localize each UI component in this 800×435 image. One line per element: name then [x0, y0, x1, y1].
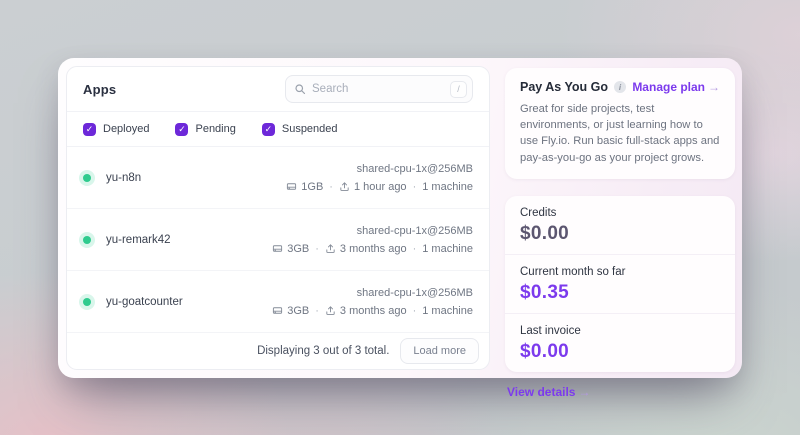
- app-volume: 3GB: [287, 304, 310, 317]
- app-row[interactable]: yu-goatcounter shared-cpu-1x@256MB 3GB ·…: [67, 271, 489, 333]
- app-volume: 3GB: [287, 242, 310, 255]
- plan-card: Pay As You Go i Manage plan → Great for …: [505, 68, 735, 179]
- manage-plan-label: Manage plan: [632, 80, 705, 94]
- separator-dot: ·: [412, 304, 417, 317]
- deploy-upload-icon: [340, 182, 349, 191]
- search-input[interactable]: [312, 83, 444, 95]
- app-name: yu-goatcounter: [106, 295, 183, 308]
- apps-panel-title: Apps: [83, 81, 117, 97]
- volume-icon: [273, 245, 283, 252]
- search-shortcut-hint: /: [450, 80, 467, 98]
- billing-column: Pay As You Go i Manage plan → Great for …: [505, 68, 735, 401]
- billing-card: Credits $0.00 Current month so far $0.35…: [505, 195, 735, 372]
- billing-item-current-month: Current month so far $0.35: [505, 255, 735, 314]
- app-row[interactable]: yu-remark42 shared-cpu-1x@256MB 3GB · 3 …: [67, 209, 489, 271]
- manage-plan-link[interactable]: Manage plan →: [632, 80, 720, 94]
- billing-value: $0.00: [520, 340, 570, 362]
- apps-header: Apps /: [67, 67, 489, 112]
- deploy-upload-icon: [326, 244, 335, 253]
- separator-dot: ·: [329, 180, 333, 193]
- status-dot-deployed: [83, 173, 91, 182]
- arrow-right-icon: →: [708, 80, 720, 94]
- billing-item-last-invoice: Last invoice $0.00: [505, 314, 735, 372]
- deploy-upload-icon: [326, 306, 335, 315]
- app-machine-count: 1 machine: [422, 304, 473, 317]
- plan-description: Great for side projects, test environmen…: [520, 103, 720, 164]
- app-last-deploy: 3 months ago: [339, 304, 407, 317]
- app-last-deploy: 1 hour ago: [353, 180, 407, 193]
- filter-deployed[interactable]: ✓ Deployed: [83, 122, 150, 136]
- info-icon[interactable]: i: [614, 81, 626, 93]
- filter-label: Pending: [195, 123, 236, 135]
- app-volume: 1GB: [301, 180, 324, 193]
- app-last-deploy: 3 months ago: [339, 242, 407, 255]
- app-row[interactable]: yu-n8n shared-cpu-1x@256MB 1GB · 1 hour …: [67, 147, 489, 209]
- billing-label: Current month so far: [520, 265, 626, 278]
- view-details-label: View details: [507, 384, 576, 399]
- apps-footer: Displaying 3 out of 3 total. Load more: [67, 333, 489, 369]
- app-name: yu-n8n: [106, 171, 142, 184]
- app-machine-count: 1 machine: [422, 180, 473, 193]
- search-box[interactable]: /: [285, 75, 473, 103]
- app-vm-size: shared-cpu-1x@256MB: [356, 224, 473, 237]
- filter-pending[interactable]: ✓ Pending: [175, 122, 236, 136]
- separator-dot: ·: [315, 242, 319, 255]
- app-meta-line: 3GB · 3 months ago · 1 machine: [272, 305, 473, 317]
- app-meta-line: 1GB · 1 hour ago · 1 machine: [286, 181, 473, 193]
- apps-panel: Apps / ✓ Deployed ✓ Pending ✓ Suspended: [66, 66, 490, 370]
- separator-dot: ·: [412, 180, 417, 193]
- plan-title: Pay As You Go: [520, 80, 608, 94]
- app-vm-size: shared-cpu-1x@256MB: [356, 286, 473, 299]
- checkbox-checked-icon[interactable]: ✓: [261, 122, 275, 136]
- billing-value: $0.35: [520, 281, 570, 303]
- arrow-right-icon: →: [578, 384, 591, 399]
- app-meta-line: 3GB · 3 months ago · 1 machine: [272, 243, 473, 255]
- load-more-button[interactable]: Load more: [400, 338, 479, 364]
- volume-icon: [273, 307, 283, 314]
- status-filters: ✓ Deployed ✓ Pending ✓ Suspended: [67, 112, 489, 147]
- app-vm-size: shared-cpu-1x@256MB: [356, 162, 473, 175]
- filter-label: Deployed: [103, 123, 150, 135]
- filter-label: Suspended: [281, 123, 338, 135]
- billing-item-credits: Credits $0.00: [505, 196, 735, 255]
- billing-value: $0.00: [520, 222, 570, 244]
- status-dot-deployed: [83, 297, 91, 306]
- checkbox-checked-icon[interactable]: ✓: [83, 122, 96, 136]
- view-details-link[interactable]: View details →: [507, 385, 590, 399]
- billing-label: Last invoice: [520, 324, 581, 337]
- app-machine-count: 1 machine: [422, 242, 473, 255]
- separator-dot: ·: [315, 304, 319, 317]
- dashboard-card: Apps / ✓ Deployed ✓ Pending ✓ Suspended: [58, 58, 742, 399]
- pagination-summary: Displaying 3 out of 3 total.: [257, 345, 390, 357]
- filter-suspended[interactable]: ✓ Suspended: [261, 122, 338, 136]
- separator-dot: ·: [412, 242, 417, 255]
- app-name: yu-remark42: [106, 233, 171, 246]
- app-list: yu-n8n shared-cpu-1x@256MB 1GB · 1 hour …: [67, 147, 489, 333]
- checkbox-checked-icon[interactable]: ✓: [175, 122, 189, 136]
- search-icon: [295, 84, 306, 95]
- status-dot-deployed: [83, 235, 91, 244]
- volume-icon: [287, 183, 297, 190]
- billing-label: Credits: [520, 206, 557, 219]
